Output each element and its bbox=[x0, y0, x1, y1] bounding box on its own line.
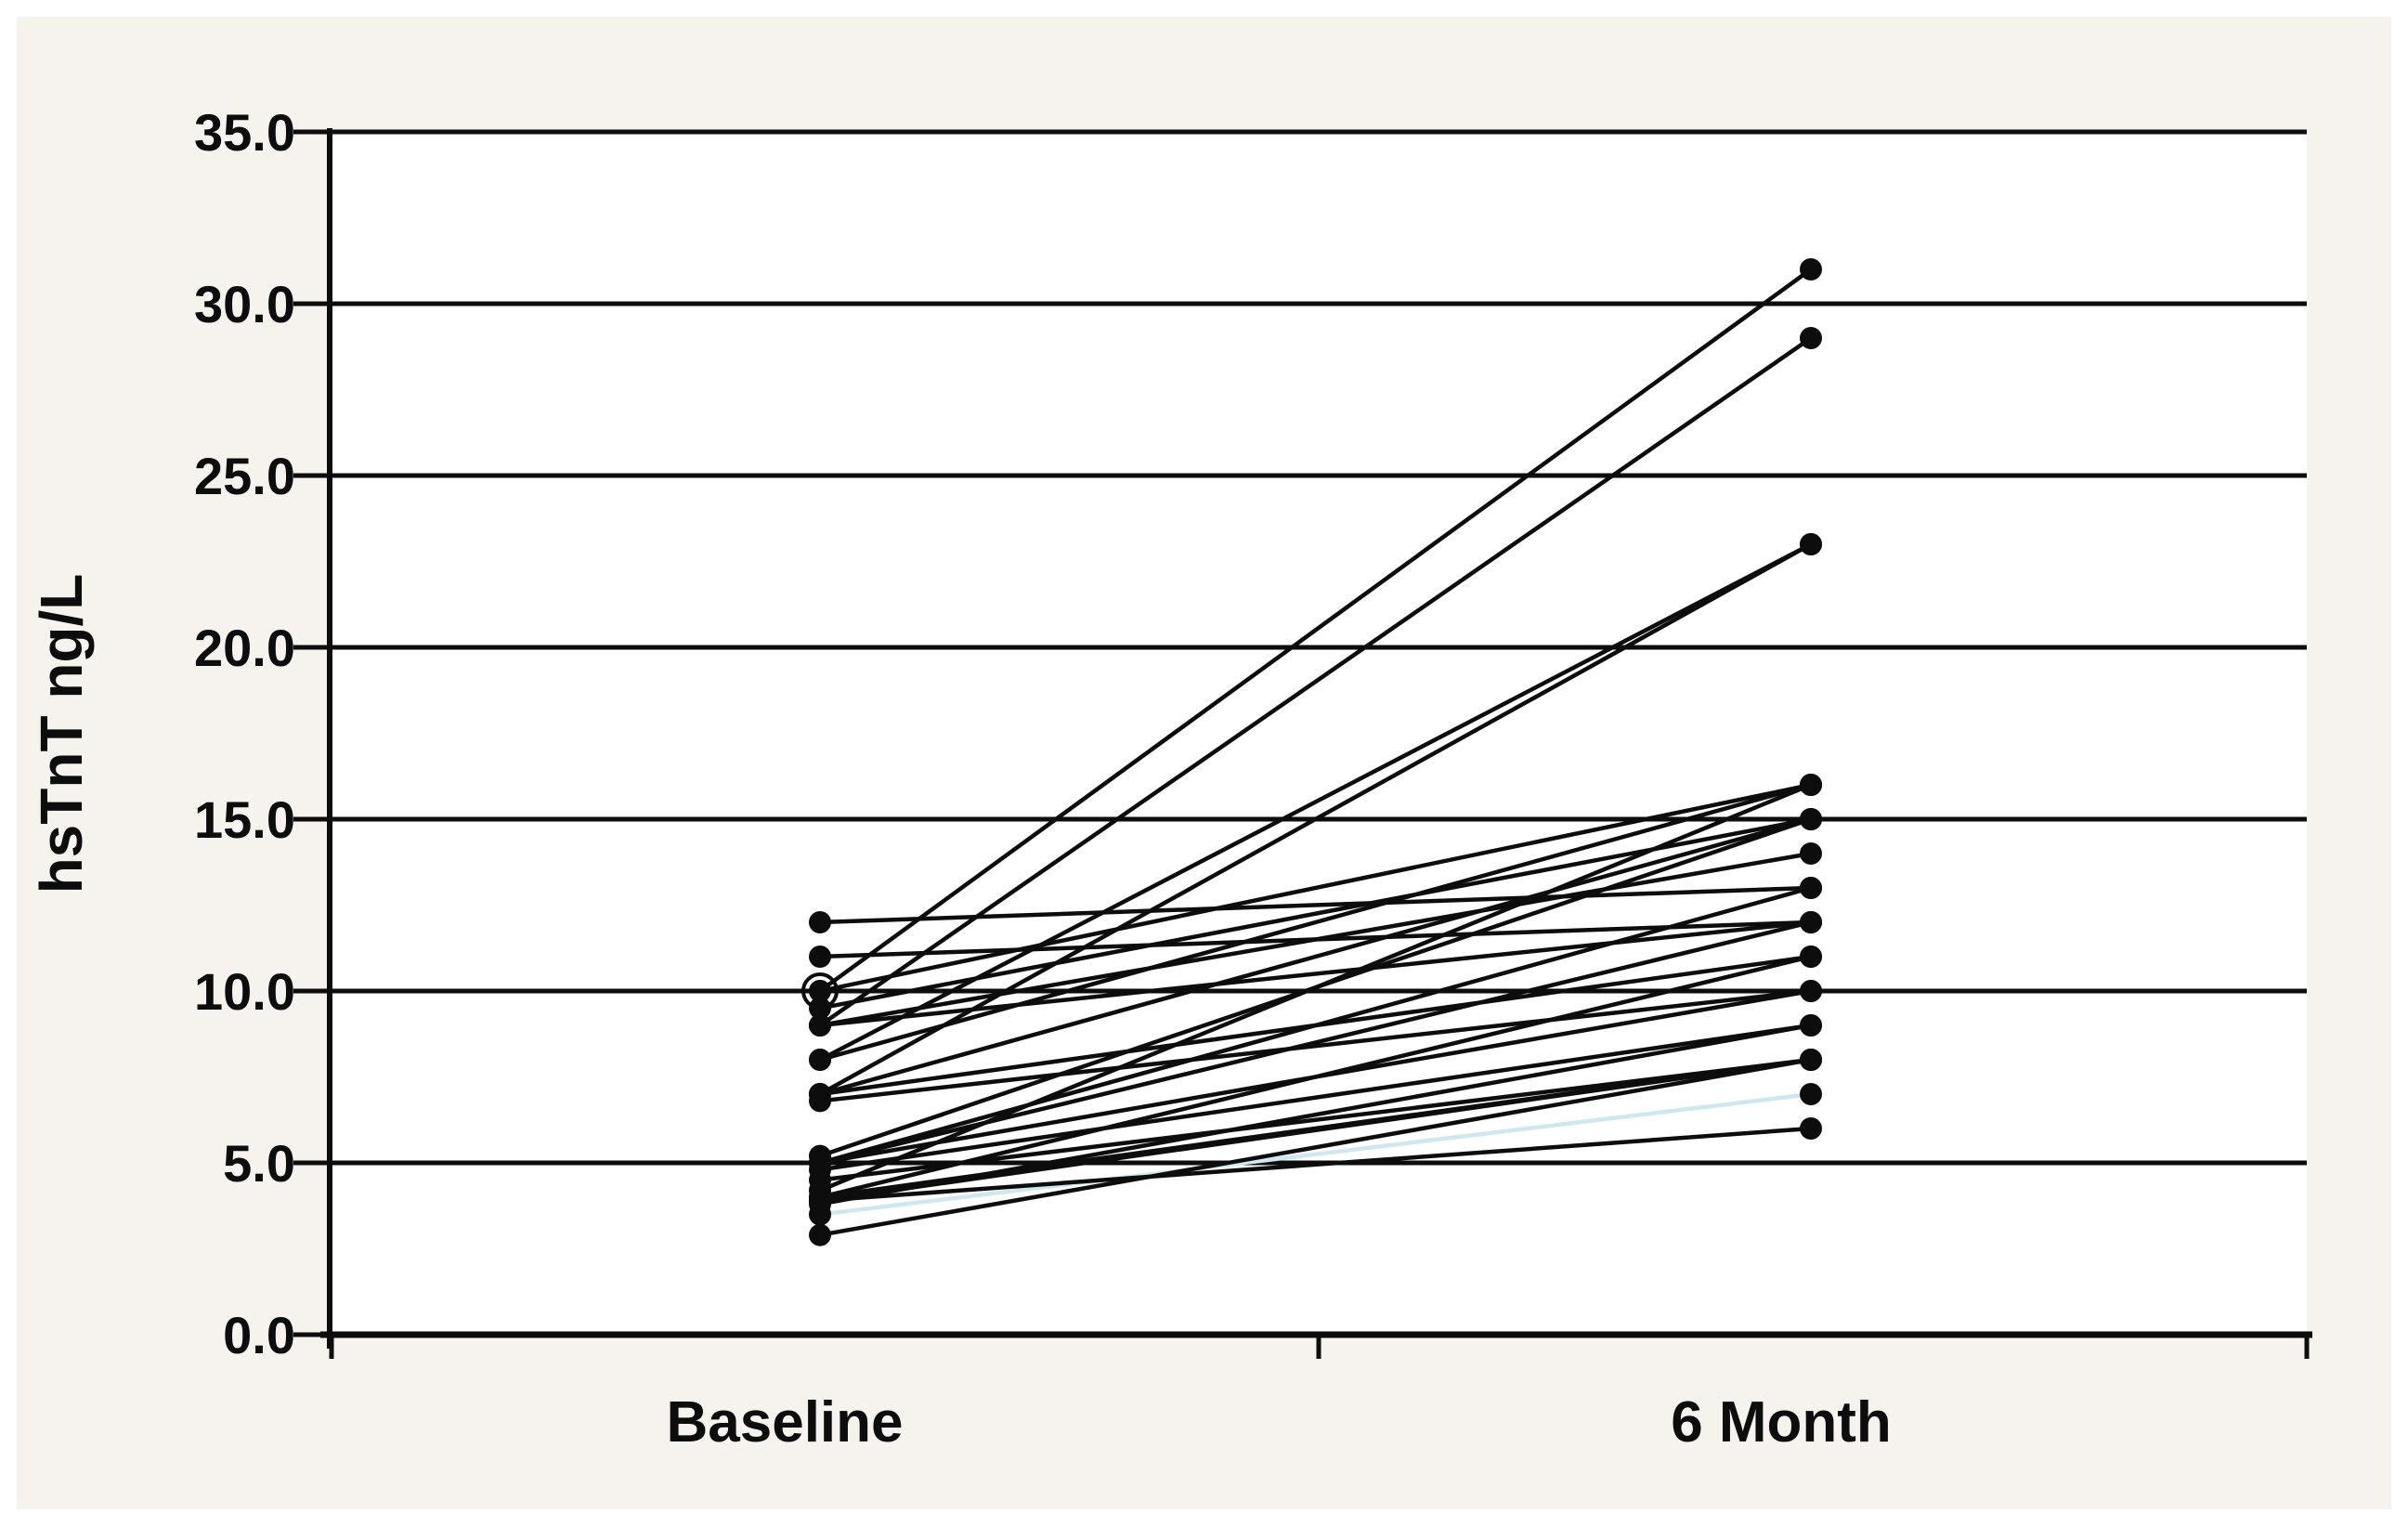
open-circle-marker bbox=[801, 972, 839, 1010]
patient-16-line bbox=[819, 885, 1812, 1166]
series-points bbox=[801, 258, 1822, 1246]
patient-16-6month-point bbox=[1800, 877, 1822, 899]
patient-4-baseline-point bbox=[809, 980, 831, 1002]
patient-27-line bbox=[819, 1091, 1812, 1217]
y-tick-label: 25.0 bbox=[194, 447, 295, 505]
patient-3-6month-point bbox=[1800, 258, 1822, 280]
patient-8-baseline-point bbox=[809, 1014, 831, 1037]
patient-26-line bbox=[819, 1023, 1812, 1206]
patient-2-baseline-point bbox=[809, 946, 831, 968]
patient-21-6month-point bbox=[1800, 774, 1822, 796]
patient-27-6month-point bbox=[1800, 1083, 1822, 1105]
patient-20-line bbox=[819, 1057, 1812, 1182]
patient-12-line bbox=[819, 816, 1812, 1097]
patient-28-line bbox=[819, 1057, 1812, 1237]
patient-1-baseline-point bbox=[809, 911, 831, 933]
patient-8-line bbox=[819, 920, 1812, 1028]
y-tick-label: 35.0 bbox=[194, 103, 295, 162]
axes bbox=[293, 128, 2312, 1359]
patient-4-line bbox=[819, 782, 1812, 994]
patient-19-line bbox=[819, 1023, 1812, 1172]
patient-25-6month-point bbox=[1800, 1117, 1822, 1140]
y-axis-title: hsTnT ng/L bbox=[28, 574, 95, 894]
patient-27-baseline-point bbox=[809, 1203, 831, 1226]
patient-28-6month-point bbox=[1800, 1049, 1822, 1071]
patient-26-6month-point bbox=[1800, 1014, 1822, 1037]
patient-7-line bbox=[819, 851, 1812, 1028]
patient-18-6month-point bbox=[1800, 980, 1822, 1002]
patient-25-line bbox=[819, 1126, 1812, 1203]
patient-3-line bbox=[818, 267, 1813, 993]
gridlines bbox=[332, 129, 2307, 1337]
y-tick-label: 0.0 bbox=[223, 1306, 295, 1364]
y-tick-label: 30.0 bbox=[194, 275, 295, 333]
y-tick-label: 15.0 bbox=[194, 790, 295, 849]
patient-7-6month-point bbox=[1800, 842, 1822, 865]
y-tick-label: 5.0 bbox=[223, 1134, 295, 1193]
patient-10-line bbox=[819, 782, 1812, 1063]
patient-1-line bbox=[819, 885, 1812, 925]
patient-24-line bbox=[819, 1057, 1812, 1203]
y-tick-label: 20.0 bbox=[194, 619, 295, 677]
patient-11-6month-point bbox=[1800, 533, 1822, 555]
patient-11-line bbox=[818, 542, 1813, 1096]
patient-6-line bbox=[818, 336, 1813, 1027]
x-category-label-baseline: Baseline bbox=[666, 1390, 903, 1454]
y-tick-label: 10.0 bbox=[194, 962, 295, 1021]
patient-6-6month-point bbox=[1800, 327, 1822, 349]
patient-22-6month-point bbox=[1800, 946, 1822, 968]
patient-9-line bbox=[818, 542, 1813, 1062]
patient-17-6month-point bbox=[1800, 911, 1822, 933]
patient-22-line bbox=[819, 954, 1812, 1200]
x-category-label-6month: 6 Month bbox=[1671, 1390, 1892, 1454]
series-lines bbox=[818, 267, 1813, 1237]
patient-21-line bbox=[819, 782, 1812, 1193]
patient-14-line bbox=[819, 988, 1812, 1103]
patient-28-baseline-point bbox=[809, 1223, 831, 1246]
patient-10-baseline-point bbox=[809, 1049, 831, 1071]
y-tick-labels: 0.0 5.0 10.0 15.0 20.0 25.0 30.0 35.0 bbox=[194, 103, 295, 1364]
patient-15-6month-point bbox=[1800, 808, 1822, 830]
patient-14-baseline-point bbox=[809, 1089, 831, 1113]
plot-area bbox=[332, 132, 2307, 1335]
